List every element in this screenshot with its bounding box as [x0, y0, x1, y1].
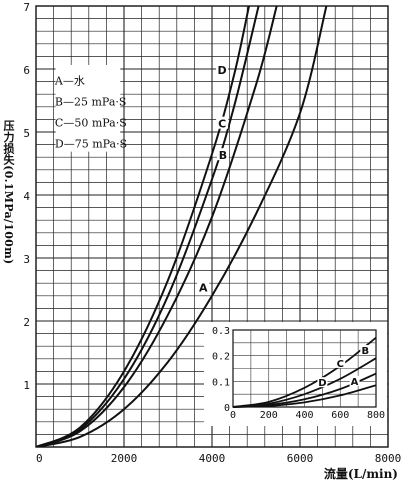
curve-label-D: D [218, 64, 227, 77]
y-tick-label: 6 [23, 64, 30, 77]
inset-y-tick-label: 0 [224, 403, 230, 414]
curve-label-bg [217, 148, 229, 161]
y-tick-label: 4 [23, 190, 30, 203]
x-axis-label: 流量(L/min) [324, 466, 398, 481]
inset-y-tick-label: 0.3 [212, 326, 230, 337]
inset-y-tick-label: 0.1 [212, 377, 230, 388]
main-curves [36, 6, 328, 447]
y-tick-label: 5 [23, 127, 30, 140]
legend-entry: C—50 mPa·S [55, 116, 127, 129]
curve-label-B: B [219, 149, 227, 162]
y-tick-label: 3 [23, 253, 30, 266]
inset-curve-label-bg [317, 377, 328, 388]
inset-curve-label-bg [335, 357, 346, 368]
legend: A—水 B—25 mPa·S C—50 mPa·S D—75 mPa·S [54, 65, 127, 152]
inset-x-tick-label: 600 [331, 410, 349, 421]
inset-x-tick-label: 0 [230, 410, 236, 421]
x-tick-label: 2000 [111, 452, 138, 465]
inset-y-tick-label: 0.2 [212, 352, 230, 363]
inset-curve-label-bg [360, 345, 371, 356]
legend-entry: A—水 [54, 74, 85, 87]
x-tick-label: 0 [36, 452, 43, 465]
series-curve-A [36, 6, 328, 447]
y-axis-label: 压力损失(0.1MPa/100m) [2, 120, 15, 265]
series-curve-D [36, 6, 250, 447]
inset-chart: 0 200 400 600 800 0 0.1 0.2 0.3 C B D A [204, 322, 387, 426]
inset-curve-label-bg [349, 375, 360, 386]
inset-x-tick-label: 200 [260, 410, 278, 421]
curve-label-bg [197, 280, 210, 293]
x-tick-label: 8000 [375, 452, 402, 465]
curve-labels: A B C D [197, 63, 229, 295]
legend-entry: B—25 mPa·S [55, 95, 127, 108]
inset-curve-label-B: B [361, 346, 369, 357]
inset-series-curve-B [232, 336, 377, 408]
curve-label-C: C [218, 118, 226, 131]
x-tick-label: 4000 [199, 452, 226, 465]
curve-label-bg [216, 63, 229, 76]
inset-x-tick-label: 800 [367, 410, 385, 421]
y-tick-label: 2 [23, 316, 30, 329]
inset-curve-label-C: C [337, 359, 344, 370]
curve-label-bg [216, 116, 229, 129]
x-tick-label: 6000 [287, 452, 314, 465]
series-curve-B [36, 6, 278, 447]
series-curve-C [36, 6, 260, 447]
legend-box [55, 65, 121, 152]
y-tick-label: 7 [23, 1, 30, 14]
curve-label-A: A [199, 282, 208, 295]
inset-x-tick-label: 400 [295, 410, 313, 421]
y-tick-label: 1 [23, 379, 30, 392]
inset-curve-label-A: A [351, 377, 359, 388]
legend-entry: D—75 mPa·S [55, 137, 127, 150]
inset-curve-label-D: D [318, 378, 326, 389]
